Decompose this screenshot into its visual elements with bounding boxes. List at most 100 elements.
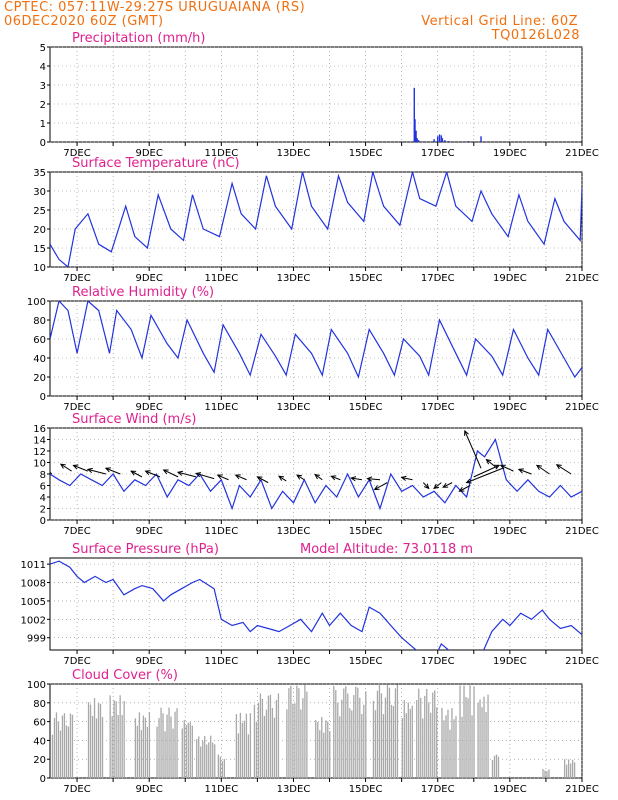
pres-subtitle: Model Altitude: 73.0118 m [300,542,473,557]
cloud-bar [565,764,568,778]
rh-ytick-label: 0 [40,392,46,403]
cloud-xtick-label: 9DEC [135,784,162,795]
cloud-bar [206,744,208,778]
wind-arrow [367,478,381,481]
temp-ytick-label: 35 [33,168,46,179]
rh-title: Relative Humidity (%) [72,285,214,300]
cloud-bar [416,700,418,778]
cloud-bar [337,702,339,778]
wind-arrow-head [296,474,303,480]
wind-arrow [177,471,197,478]
station-info: CPTEC: 057:11W-29:27S URUGUAIANA (RS) [4,0,306,15]
cloud-bar [162,713,164,778]
cloud-bar [451,708,453,778]
wind-arrow-head [256,476,263,482]
precip-bar [413,87,415,142]
cloud-bar [61,715,64,778]
precip-ytick-label: 3 [40,81,46,92]
precip-title: Precipitation (mm/h) [72,31,205,46]
cloud-bar [420,697,422,778]
wind-arrow-head [194,472,202,478]
cloud-bar [95,718,98,778]
temp-xtick-label: 21DEC [565,273,599,284]
cloud-bar [257,702,260,778]
cloud-bar [325,720,327,778]
precip-xtick-label: 9DEC [135,148,162,159]
cloud-bar [221,761,224,778]
cloud-bar [306,691,308,778]
cloud-bar [359,697,361,778]
wind-arrow [73,464,89,472]
cloud-bar [288,688,290,778]
cloud-bar [428,702,430,778]
wind-arrow-head [130,470,137,476]
cloud-bar [271,707,274,778]
wind-arrow [351,477,363,481]
wind-arrow [442,482,453,488]
wind-arrow-head [350,476,357,482]
cloud-bar [401,718,403,778]
rh-ytick-label: 20 [33,373,46,384]
wind-arrow-head [464,429,469,436]
cloud-bar [99,703,102,778]
cloud-bar [327,721,329,778]
wind-arrow [486,459,498,469]
cloud-bar [115,701,117,778]
cloud-bar [463,685,465,778]
cloud-bar [69,713,72,778]
wind-arrow-head [176,470,184,476]
pres-panel: 999 1002 1005 1008 1011 7DEC 9DEC 11DEC 13DEC 15D… [21,542,599,667]
cloud-bar [418,688,420,778]
cloud-bar [304,684,306,778]
cloud-bar [329,731,331,778]
pres-xtick-label: 13DEC [277,656,311,667]
cloud-bar [542,769,544,778]
temp-xtick-label: 7DEC [63,273,90,284]
temp-ytick-label: 30 [33,187,46,198]
cloud-bar [426,688,428,778]
rh-panel: 0 20 40 60 80 100 7DEC 9DEC 11DEC 13DEC 15DEC 17DEC… [27,285,599,413]
cloud-bar [156,726,158,778]
precip-bar [441,138,444,142]
cloud-bar [347,693,349,778]
precip-ytick-label: 2 [40,100,46,111]
temp-title: Surface Temperature (nC) [72,156,240,171]
wind-ytick-label: 16 [33,424,46,435]
cloud-bar [87,702,90,778]
wind-arrow [536,464,550,475]
precip-ytick-label: 5 [40,43,46,54]
wind-arrow-head [59,463,66,469]
cloud-bar [432,692,434,778]
cloud-bar [170,716,172,778]
pres-ytick-label: 1008 [21,579,46,590]
cloud-bar [140,730,143,778]
cloud-bar [445,715,447,778]
cloud-bar [459,685,461,778]
rh-xtick-label: 13DEC [277,402,311,413]
cloud-bar [91,715,94,778]
wind-arrow-head [314,473,321,480]
cloud-bar [479,699,481,778]
wind-arrow [163,469,179,478]
cloud-bar [158,718,160,778]
cloud-bar [275,699,278,778]
pres-xtick-label: 21DEC [565,656,599,667]
cloud-bar [290,685,292,778]
rh-series-line [50,301,582,379]
cloud-bar [121,715,123,778]
cloud-bar [172,728,174,778]
cloud-bar [321,716,323,778]
temp-xtick-label: 15DEC [349,273,383,284]
cloud-bar [71,714,74,778]
cloud-bar [357,687,359,778]
cloud-bar [343,688,345,778]
cloud-bar [101,717,104,778]
wind-arrow-head [423,483,430,490]
precip-bar [467,141,470,142]
cloud-bar [495,754,498,778]
cloud-bar [449,729,451,778]
precip-bar [414,119,416,142]
temp-ytick-label: 25 [33,206,46,217]
cloud-bar [93,698,96,778]
cloud-bar [123,701,125,778]
